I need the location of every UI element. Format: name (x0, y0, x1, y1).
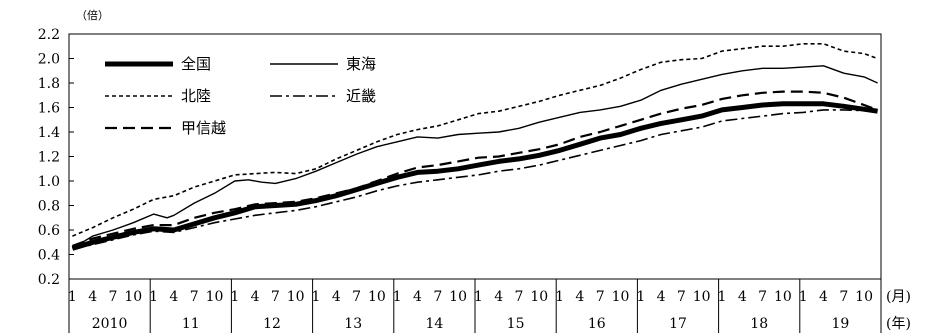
month-tick-label: 1 (636, 289, 645, 305)
x-year-unit: (年) (886, 316, 911, 332)
month-tick-label: 10 (124, 289, 142, 305)
month-tick-label: 4 (575, 289, 584, 305)
month-tick-label: 10 (774, 289, 792, 305)
legend-label: 東海 (346, 55, 376, 73)
month-tick-label: 4 (251, 289, 260, 305)
month-tick-label: 7 (839, 289, 848, 305)
month-tick-label: 7 (433, 289, 442, 305)
month-tick-label: 4 (169, 289, 178, 305)
year-label: 19 (831, 316, 849, 332)
series-line-北陸 (72, 43, 878, 237)
month-tick-label: 1 (149, 289, 158, 305)
legend-label: 全国 (181, 55, 211, 73)
year-label: 16 (588, 316, 606, 332)
month-tick-label: 10 (530, 289, 548, 305)
month-tick-label: 10 (693, 289, 711, 305)
month-tick-label: 4 (332, 289, 341, 305)
year-label: 17 (669, 316, 687, 332)
series-line-甲信越 (72, 90, 878, 247)
month-tick-label: 4 (494, 289, 503, 305)
series-lines (71, 43, 878, 251)
y-tick-label: 0.4 (38, 248, 60, 264)
month-tick-label: 1 (312, 289, 321, 305)
y-tick-label: 2.2 (38, 27, 60, 43)
year-label: 2010 (92, 316, 128, 332)
month-tick-label: 1 (68, 289, 77, 305)
month-tick-label: 1 (393, 289, 402, 305)
month-tick-label: 7 (596, 289, 605, 305)
y-tick-label: 0.2 (38, 272, 60, 288)
month-tick-label: 1 (718, 289, 727, 305)
month-tick-label: 7 (190, 289, 199, 305)
month-tick-label: 10 (855, 289, 873, 305)
series-line-全国 (71, 101, 878, 251)
month-tick-label: 10 (287, 289, 305, 305)
month-tick-label: 7 (352, 289, 361, 305)
year-label: 12 (263, 316, 281, 332)
year-label: 15 (507, 316, 525, 332)
month-tick-label: 7 (271, 289, 280, 305)
y-tick-label: 1.4 (38, 125, 60, 141)
year-label: 18 (750, 316, 768, 332)
month-tick-label: 4 (738, 289, 747, 305)
month-tick-label: 4 (657, 289, 666, 305)
y-axis: （倍） 0.2 0.4 0.6 0.8 1.0 1.2 1.4 1.6 1.8 2.0 2.2 (38, 8, 109, 288)
y-axis-unit: （倍） (76, 8, 109, 22)
legend-label: 北陸 (181, 87, 211, 105)
month-tick-label: 7 (758, 289, 767, 305)
y-tick-label: 1.8 (38, 76, 60, 92)
month-tick-label: 1 (555, 289, 564, 305)
legend-label: 近畿 (346, 87, 376, 105)
series-line-東海 (72, 65, 878, 249)
year-label: 11 (182, 316, 200, 332)
month-tick-label: 4 (88, 289, 97, 305)
month-tick-label: 10 (368, 289, 386, 305)
legend-label: 甲信越 (181, 119, 226, 137)
month-tick-label: 7 (515, 289, 524, 305)
month-tick-label: 1 (230, 289, 239, 305)
y-tick-label: 1.0 (38, 174, 60, 190)
y-tick-label: 1.2 (38, 150, 60, 166)
month-tick-label: 10 (612, 289, 630, 305)
year-label: 14 (425, 316, 443, 332)
month-tick-label: 7 (677, 289, 686, 305)
month-tick-label: 1 (799, 289, 808, 305)
y-tick-label: 1.6 (38, 101, 60, 117)
month-tick-label: 4 (819, 289, 828, 305)
month-tick-label: 1 (474, 289, 483, 305)
year-label: 13 (344, 316, 362, 332)
x-month-unit: (月) (886, 289, 911, 305)
y-tick-label: 2.0 (38, 52, 60, 68)
month-tick-label: 4 (413, 289, 422, 305)
series-line-近畿 (72, 109, 878, 250)
y-tick-label: 0.6 (38, 223, 60, 239)
month-tick-label: 10 (449, 289, 467, 305)
month-tick-label: 7 (109, 289, 118, 305)
month-tick-label: 10 (206, 289, 224, 305)
y-tick-label: 0.8 (38, 199, 60, 215)
